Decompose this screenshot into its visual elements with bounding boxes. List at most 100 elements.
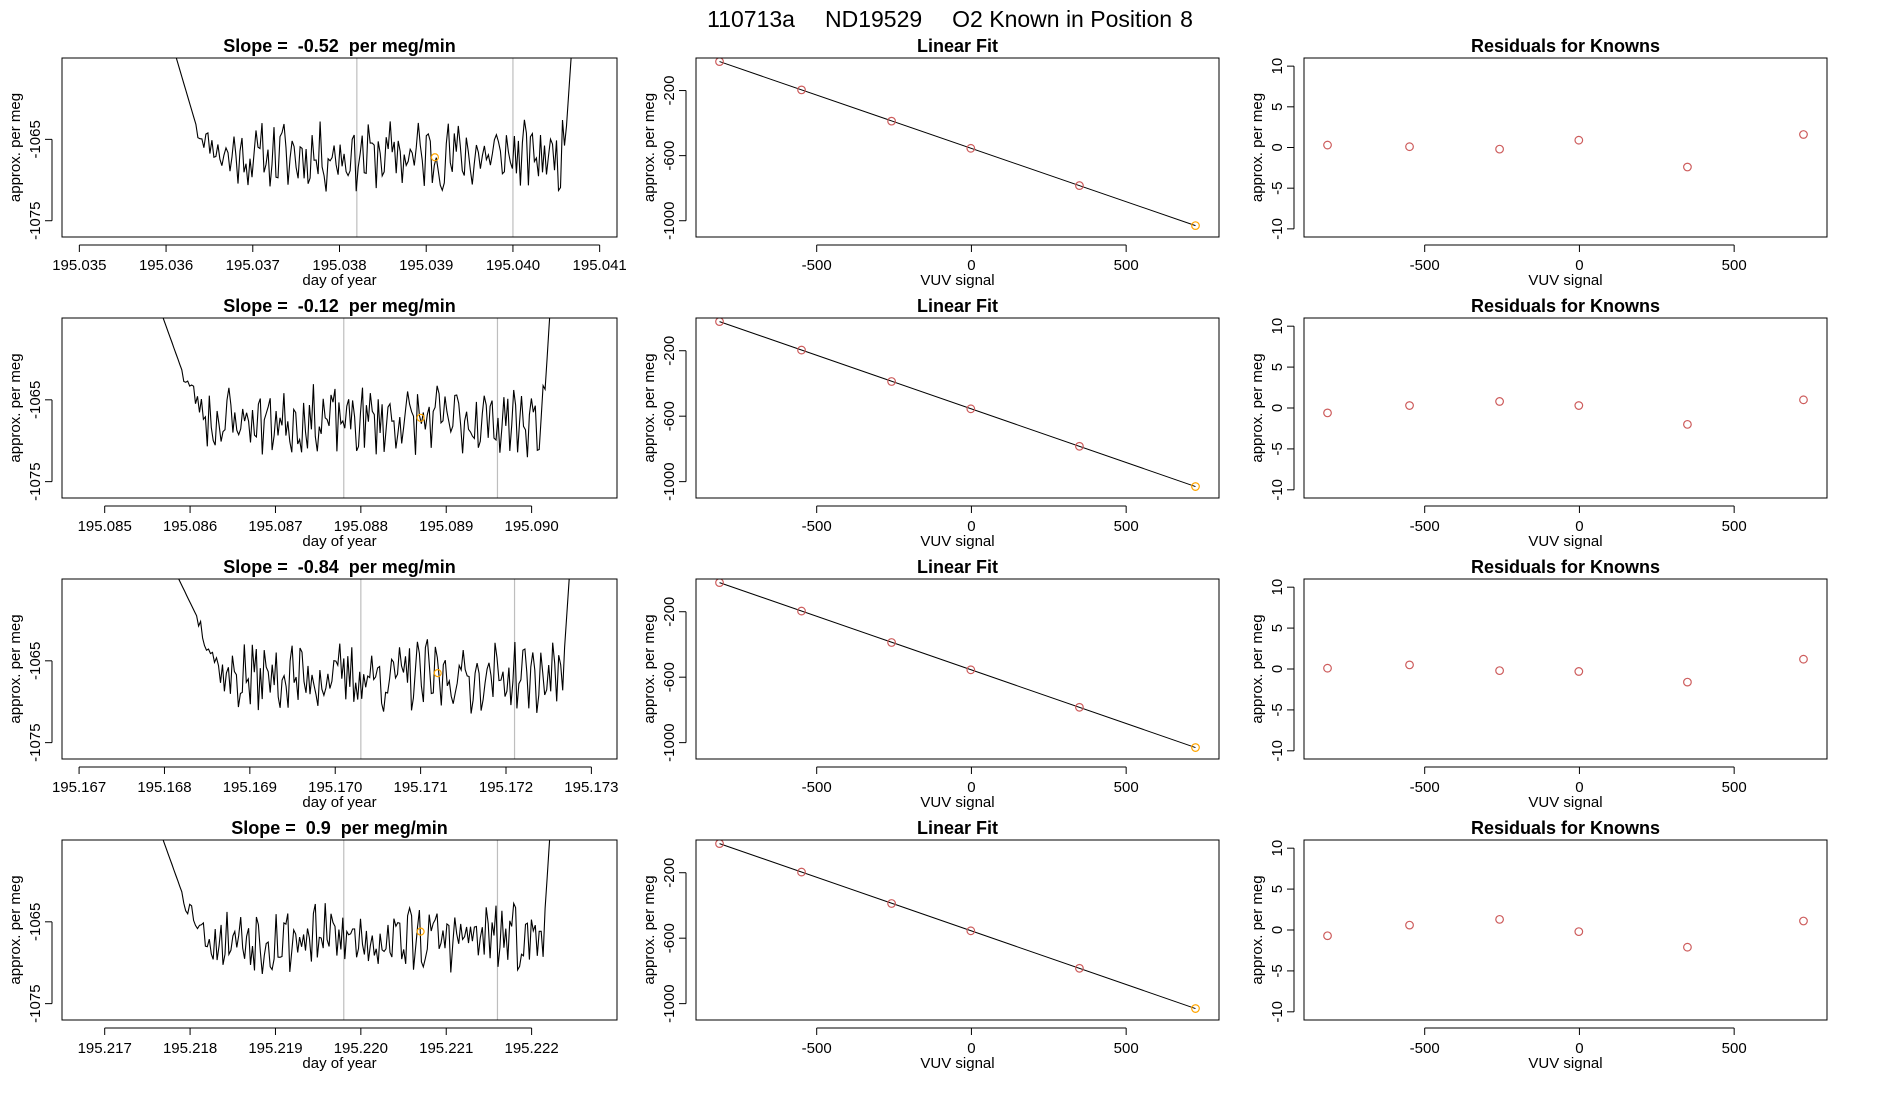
x-axis-label: day of year: [302, 533, 376, 550]
trace-panel-row-1: Slope = -0.52 per meg/min -1065 -1075approx.…: [7, 36, 627, 289]
residual-point: [1799, 395, 1808, 405]
fit-point: [797, 867, 806, 877]
trace-line: [175, 58, 572, 193]
x-tick-label: 195.170: [308, 779, 362, 796]
x-tick-label: 195.168: [137, 779, 191, 796]
slope-value: 0.9: [306, 818, 331, 838]
slope-title-suffix: per meg/min: [349, 557, 456, 577]
residuals-title: Residuals for Knowns: [1471, 557, 1660, 577]
plot-area: [1323, 654, 1808, 687]
y-tick-label: -1075: [27, 202, 44, 240]
residual-point: [1683, 942, 1692, 952]
plot-frame: [1303, 317, 1828, 499]
plot-area: [162, 840, 551, 1020]
y-axis-label: approx. per meg: [7, 353, 24, 462]
x-tick-label: 195.173: [564, 779, 618, 796]
x-tick-label: 195.085: [78, 518, 132, 535]
average-marker: [416, 927, 425, 936]
y-tick-label: -5: [1269, 442, 1286, 455]
fit-title: Linear Fit: [917, 818, 998, 838]
x-tick-label: 195.039: [399, 257, 453, 274]
fit-point: [1191, 482, 1200, 491]
position-number: 8: [1180, 6, 1193, 32]
y-tick-label: -1065: [27, 903, 44, 941]
y-tick-label: -600: [661, 662, 678, 692]
y-axis-label: approx. per meg: [641, 93, 658, 202]
fit-point: [797, 345, 806, 355]
plot-frame: [61, 317, 618, 499]
fit-point: [1075, 702, 1084, 712]
residual-point: [1574, 927, 1584, 937]
plot-frame: [1303, 578, 1828, 760]
y-tick-label: -1000: [661, 202, 678, 240]
x-tick-label: -500: [802, 257, 832, 274]
slope-value: -0.52: [298, 36, 339, 56]
y-tick-label: -1000: [661, 723, 678, 761]
x-axis-label: day of year: [302, 272, 376, 289]
plot-frame: [695, 317, 1220, 499]
x-tick-label: 195.035: [52, 257, 106, 274]
residual-point: [1683, 677, 1692, 687]
x-tick-label: 195.090: [504, 518, 558, 535]
x-tick-label: 0: [967, 257, 975, 274]
average-marker: [433, 668, 442, 678]
residual-point: [1495, 144, 1504, 154]
slope-title-suffix: per meg/min: [341, 818, 448, 838]
x-tick-label: 195.037: [226, 257, 280, 274]
y-tick-label: -1065: [27, 642, 44, 680]
x-tick-label: 195.038: [312, 257, 366, 274]
figure-title: 110713a ND19529 O2 Known in Position 8: [707, 6, 1193, 32]
y-axis-label: approx. per meg: [641, 875, 658, 984]
y-tick-label: -200: [661, 76, 678, 106]
x-tick-label: 195.088: [334, 518, 388, 535]
x-tick-label: 195.089: [419, 518, 473, 535]
x-tick-label: 195.040: [486, 257, 540, 274]
x-tick-label: 195.169: [223, 779, 277, 796]
slope-title: Slope = -0.52 per meg/min: [223, 36, 456, 56]
x-tick-label: 500: [1722, 779, 1747, 796]
residual-point: [1405, 660, 1414, 670]
slope-title: Slope = 0.9 per meg/min: [231, 818, 448, 838]
x-tick-label: -500: [1410, 257, 1440, 274]
x-tick-label: -500: [1410, 1040, 1440, 1057]
x-axis-label: VUV signal: [920, 1055, 994, 1072]
slope-title-prefix: Slope =: [223, 36, 288, 56]
residual-point: [1323, 140, 1332, 150]
fit-point: [887, 899, 896, 908]
x-tick-label: 195.167: [52, 779, 106, 796]
plot-frame: [695, 57, 1220, 238]
x-axis-label: day of year: [302, 1055, 376, 1072]
y-axis-label: approx. per meg: [1249, 93, 1266, 202]
trace-panel-row-3: Slope = -0.84 per meg/min -1065 -1075approx.…: [7, 557, 619, 811]
residuals-title: Residuals for Knowns: [1471, 36, 1660, 56]
tank-label: ND19529: [825, 6, 922, 32]
panel-grid: Slope = -0.52 per meg/min -1065 -1075 approx.…: [7, 36, 1828, 1072]
trace-panel-row-2: Slope = -0.12 per meg/min -1065 -1075approx.…: [7, 296, 618, 550]
y-tick-label: 10: [1269, 840, 1286, 857]
fit-point: [1191, 1004, 1200, 1013]
x-axis-label: day of year: [302, 794, 376, 811]
fit-point: [715, 840, 724, 848]
x-tick-label: 195.036: [139, 257, 193, 274]
plot-area: [715, 579, 1200, 752]
fit-point: [1075, 441, 1084, 451]
x-axis-label: VUV signal: [1528, 533, 1602, 550]
x-tick-label: 195.172: [479, 779, 533, 796]
residuals-title: Residuals for Knowns: [1471, 296, 1660, 316]
y-tick-label: -5: [1269, 182, 1286, 195]
plot-area: [715, 840, 1200, 1013]
slope-title-prefix: Slope =: [223, 296, 288, 316]
y-tick-label: -1065: [27, 120, 44, 158]
plot-area: [1323, 395, 1808, 429]
residual-point: [1799, 130, 1808, 139]
x-tick-label: 500: [1722, 518, 1747, 535]
x-tick-label: 0: [967, 779, 975, 796]
y-tick-label: -1065: [27, 381, 44, 419]
plot-frame: [1303, 839, 1828, 1021]
y-tick-label: 10: [1269, 58, 1286, 75]
x-tick-label: 0: [1575, 779, 1583, 796]
